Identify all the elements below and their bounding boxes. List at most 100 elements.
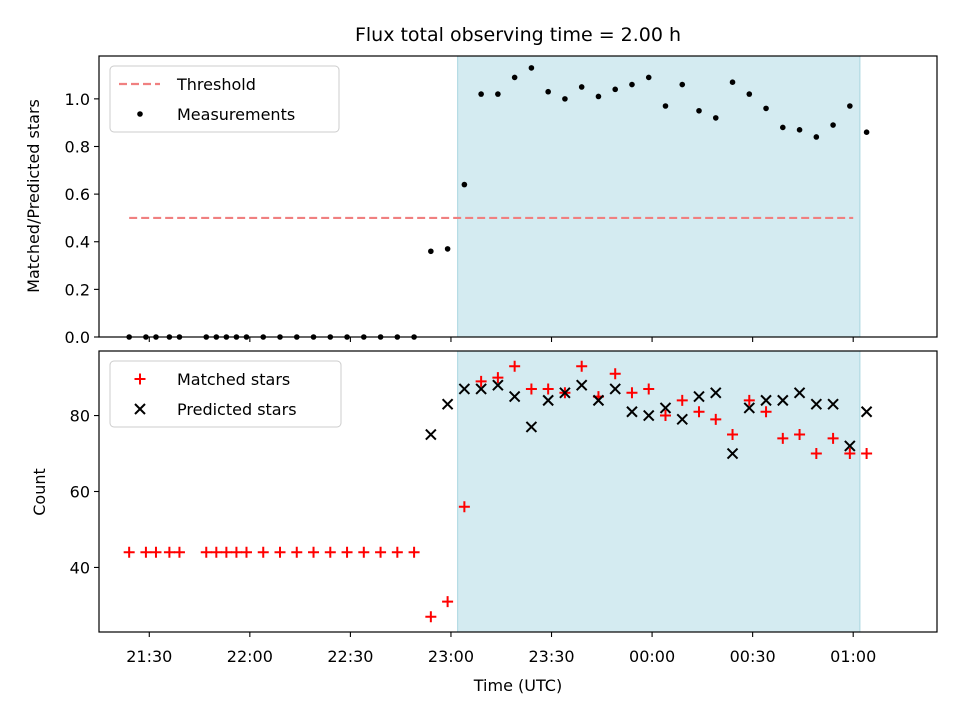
bottom-series0-point-22 [458,501,470,513]
bottom-series0-point-26 [525,383,537,395]
bottom-series0-point-15 [341,546,353,558]
bottom-series0-point-32 [626,387,638,399]
xtick-label-6: 00:30 [730,647,776,666]
bottom-series0-point-16 [358,546,370,558]
top-series0-point-25 [511,74,518,81]
bottom-series0-point-9 [240,546,252,558]
bottom-series0-point-39 [743,394,755,406]
bottom-series0-point-20 [425,611,437,623]
bottom-series1-point-24 [827,398,839,410]
bottom-series0-point-34 [659,410,671,422]
bottom-series0-point-29 [576,360,588,372]
top-ytick-label-1: 0.2 [65,280,90,299]
bottom-legend-label-0: Matched stars [177,370,290,389]
top-series0-point-36 [696,107,702,114]
bottom-series1-point-13 [643,409,655,422]
bottom-series0-point-38 [727,429,739,441]
top-series0-point-30 [595,93,602,100]
top-series0-point-21 [444,246,451,252]
top-series0-point-44 [830,122,836,128]
bottom-plot-panel: 40 60 80 21:30 22:00 22:30 23:00 23:30 00:00 00:3… [70,350,938,666]
xtick-label-3: 23:00 [428,647,474,666]
bottom-series1-point-11 [609,383,621,395]
top-legend-box [109,65,340,133]
bottom-series0-point-27 [542,383,554,395]
top-series0-point-31 [612,86,619,93]
bottom-series1-point-7 [542,394,554,407]
top-legend-marker-1 [137,111,143,117]
top-plot-panel: 0.0 0.2 0.4 0.6 0.8 1.0 Threshold Measurements [65,55,938,347]
bottom-legend-label-1: Predicted stars [177,400,297,419]
top-ytick-label-3: 0.6 [65,185,90,204]
bottom-series1-point-16 [693,390,705,403]
bottom-ytick-label-2: 80 [70,407,90,426]
bottom-series0-point-7 [220,546,232,558]
top-series0-point-46 [863,129,870,136]
bottom-series1-point-6 [525,421,538,433]
top-shaded-region [457,55,861,338]
bottom-series1-point-26 [860,406,873,418]
bottom-series0-point-4 [173,546,185,558]
top-series0-point-42 [796,127,803,133]
bottom-series1-point-20 [760,394,772,407]
bottom-series0-point-18 [391,546,403,558]
bottom-series0-point-46 [861,448,873,460]
x-axis-label: Time (UTC) [473,676,562,695]
bottom-shaded-region [457,350,861,633]
top-series0-point-20 [428,248,434,255]
bottom-series0-point-14 [324,546,336,558]
bottom-series1-point-22 [793,387,806,399]
top-axes-frame [98,55,938,338]
top-legend-label-0: Threshold [176,75,256,94]
bottom-ytick-label-1: 60 [70,483,90,502]
bottom-series0-point-31 [609,368,621,380]
top-series0-point-29 [578,84,585,90]
top-legend-label-1: Measurements [177,105,295,124]
bottom-series1-point-5 [508,390,521,403]
top-legend: Threshold Measurements [109,65,340,133]
top-series0-point-40 [763,105,769,112]
bottom-series1-point-1 [441,398,454,410]
bottom-series0-point-35 [676,394,688,406]
top-series0-point-28 [562,96,568,102]
bottom-series0-point-8 [230,546,242,558]
bottom-series0-point-45 [844,448,856,460]
bottom-series1-point-18 [726,447,739,460]
top-ytick-label-0: 0.0 [65,328,90,347]
top-y-axis-label: Matched/Predicted stars [24,99,43,293]
top-series0-point-38 [729,79,736,85]
bottom-series0-point-33 [643,383,655,395]
bottom-series0-point-41 [777,432,789,444]
bottom-series1-point-12 [626,406,638,418]
bottom-series1-point-0 [425,428,437,441]
top-ytick-label-4: 0.8 [65,137,90,156]
bottom-series1-point-25 [844,440,856,452]
bottom-series1-point-17 [710,387,722,399]
bottom-series0-point-3 [163,546,175,558]
bottom-series1-point-15 [676,413,688,426]
top-series0-point-37 [712,115,719,121]
bottom-y-axis-label: Count [30,468,49,516]
bottom-legend-box [109,360,342,428]
xtick-label-2: 22:30 [327,647,373,666]
bottom-series0-point-19 [408,546,420,558]
bottom-series0-point-17 [375,546,387,558]
bottom-series0-point-5 [200,546,212,558]
bottom-series0-point-10 [257,546,269,558]
xtick-label-7: 01:00 [830,647,876,666]
bottom-legend-marker-1 [134,403,146,415]
bottom-series0-point-6 [210,546,222,558]
top-series0-point-39 [746,91,753,97]
bottom-series0-point-11 [274,546,286,558]
top-ytick-label-5: 1.0 [65,90,90,109]
top-series0-point-35 [679,81,686,88]
top-series0-point-41 [780,124,786,131]
top-series0-point-23 [478,91,484,97]
bottom-series0-point-44 [827,432,839,444]
bottom-series1-point-23 [810,398,823,410]
xtick-label-1: 22:00 [227,647,273,666]
bottom-series0-point-0 [123,546,135,558]
xtick-label-0: 21:30 [126,647,172,666]
top-series0-point-45 [847,103,853,109]
